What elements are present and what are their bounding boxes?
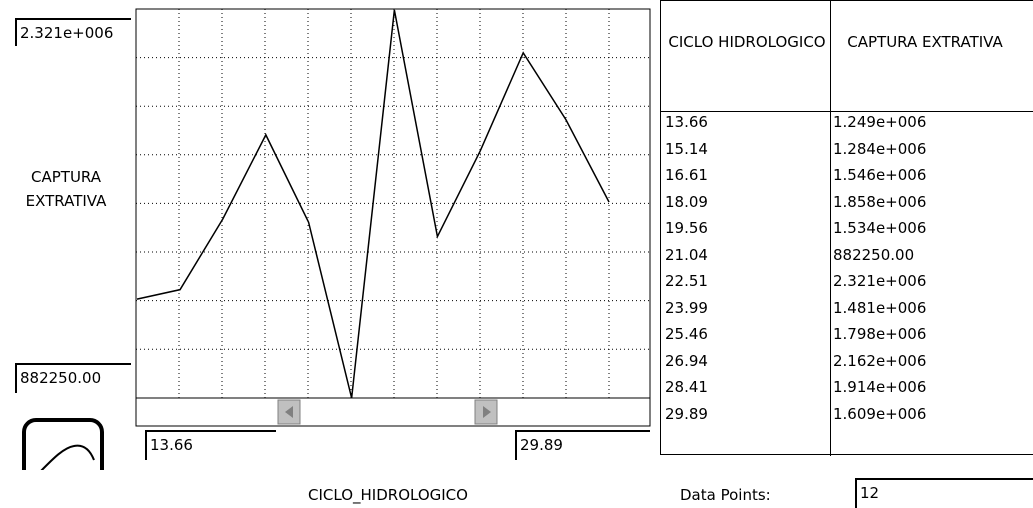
table-cell: 25.46 — [665, 325, 708, 343]
y-max-box[interactable]: 2.321e+006 — [15, 18, 131, 46]
table-cell: 1.534e+006 — [833, 219, 927, 237]
table-cell: 28.41 — [665, 378, 708, 396]
table-cell: 1.249e+006 — [833, 113, 927, 131]
table: CICLO HIDROLOGICO CAPTURA EXTRATIVA 13.6… — [660, 0, 1033, 456]
column-header: CAPTURA EXTRATIVA — [847, 33, 1003, 51]
table-cell: 1.609e+006 — [833, 404, 927, 423]
table-cell: 26.94 — [665, 351, 708, 370]
y-min-box[interactable]: 882250.00 — [15, 363, 131, 393]
data-line — [136, 9, 610, 399]
arrow-right — [483, 406, 491, 418]
chart-type-icon[interactable] — [22, 418, 104, 470]
table-cell: 1.858e+006 — [833, 192, 927, 211]
icon-curve — [40, 444, 95, 470]
scrollbar[interactable] — [135, 397, 651, 427]
header-divider — [661, 111, 1033, 112]
table-cell: 19.56 — [665, 219, 708, 237]
table-cell: 1.914e+006 — [833, 378, 927, 396]
y-axis-label: CAPTURA EXTRATIVA — [14, 165, 118, 213]
table-cell: 13.66 — [665, 113, 708, 131]
table-cell: 2.162e+006 — [833, 351, 927, 370]
column-header: CICLO HIDROLOGICO — [668, 33, 826, 51]
x-max-box[interactable]: 29.89 — [515, 430, 650, 460]
table-cell: 1.481e+006 — [833, 298, 927, 317]
x-min-box[interactable]: 13.66 — [145, 430, 276, 460]
table-cell: 1.284e+006 — [833, 139, 927, 158]
table-cell: 1.798e+006 — [833, 325, 927, 343]
data-points-input[interactable]: 12 — [855, 478, 1033, 508]
y-label-text: CAPTURA EXTRATIVA — [25, 168, 107, 210]
table-cell: 2.321e+006 — [833, 272, 927, 290]
table-cell: 15.14 — [665, 139, 708, 158]
table-cell: 22.51 — [665, 272, 708, 290]
table-cell: 1.546e+006 — [833, 166, 927, 184]
table-cell: 21.04 — [665, 245, 708, 264]
table-cell: 16.61 — [665, 166, 708, 184]
arrow-left — [285, 406, 293, 418]
x-axis-label: CICLO_HIDROLOGICO — [308, 486, 468, 504]
table-cell: 29.89 — [665, 404, 708, 423]
table-cell: 882250.00 — [833, 245, 915, 264]
column-divider — [830, 1, 831, 456]
table-cell: 23.99 — [665, 298, 708, 317]
grid — [136, 9, 650, 398]
table-cell: 18.09 — [665, 192, 708, 211]
chart — [22, 8, 651, 470]
data-points-label: Data Points: — [680, 486, 771, 504]
